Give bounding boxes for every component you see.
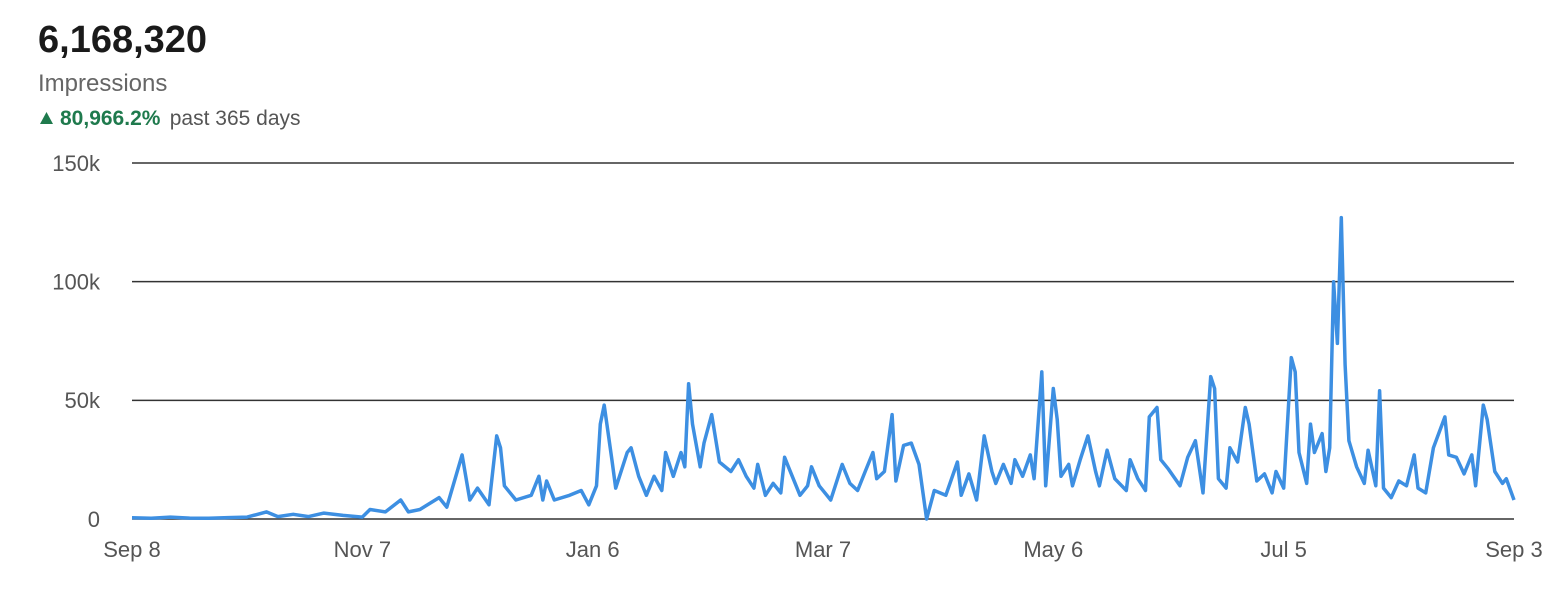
x-tick-label: Sep 8 [103, 537, 161, 562]
metric: Impressions [38, 70, 167, 97]
x-tick-label: Sep 3 [1485, 537, 1543, 562]
x-tick-label: Jul 5 [1260, 537, 1306, 562]
x-tick-label: Jan 6 [566, 537, 620, 562]
period: past 365 days [170, 107, 301, 130]
y-tick-label: 0 [88, 507, 100, 532]
change: 80,966.2% [60, 107, 161, 130]
x-tick-label: May 6 [1023, 537, 1083, 562]
line [131, 215, 1516, 521]
x-tick-label: Mar 7 [795, 537, 851, 562]
y-tick-label: 50k [65, 388, 101, 413]
y-tick-label: 150k [52, 151, 101, 176]
total: 6,168,320 [38, 19, 207, 61]
y-tick-label: 100k [52, 269, 101, 294]
x-tick-label: Nov 7 [334, 537, 391, 562]
up-arrow [40, 112, 53, 124]
